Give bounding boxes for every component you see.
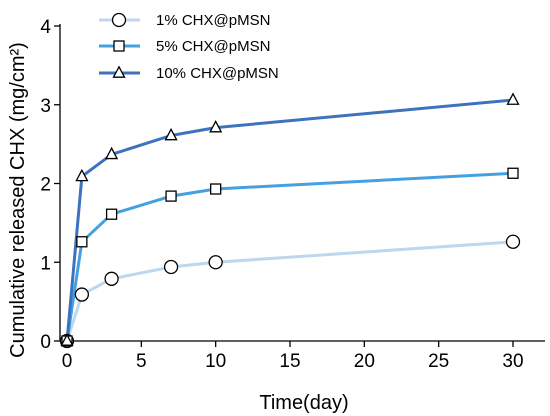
legend-label: 1% CHX@pMSN xyxy=(156,12,270,29)
series-3-point xyxy=(506,92,520,105)
series-2-point xyxy=(76,236,88,248)
series-2-point xyxy=(165,190,177,202)
x-axis-title: Time(day) xyxy=(259,392,348,414)
series-2-point xyxy=(210,183,222,195)
legend: 1% CHX@pMSN 5% CHX@pMSN 10% CHX@pMSN xyxy=(99,12,279,82)
series-3-point xyxy=(75,168,89,182)
series-2-point xyxy=(105,208,118,220)
series-line-2 xyxy=(65,171,514,342)
series-1-point xyxy=(74,287,90,302)
legend-marker xyxy=(111,12,127,28)
series-3-point xyxy=(209,119,223,133)
series-markers-layer xyxy=(59,92,521,349)
x-tick-label: 0 xyxy=(62,351,73,372)
legend-label: 10% CHX@pMSN xyxy=(156,65,279,82)
x-tick-label: 25 xyxy=(428,351,449,372)
x-tick-label: 30 xyxy=(502,351,523,372)
series-1-point xyxy=(208,255,223,270)
x-tick-label: 10 xyxy=(205,351,226,372)
y-axis-title: Cumulative released CHX (mg/cm²) xyxy=(7,42,29,358)
y-tick-label: 3 xyxy=(40,96,51,117)
y-tick-label: 0 xyxy=(40,332,51,353)
series-lines-layer xyxy=(65,98,514,342)
series-3-point xyxy=(164,127,178,141)
y-tick-label: 1 xyxy=(40,253,51,274)
legend-marker xyxy=(112,65,126,78)
series-3-point xyxy=(60,333,74,346)
ticks-layer: 0 5 10 15 20 25 30 0 1 2 3 4 xyxy=(40,17,523,372)
legend-label: 5% CHX@pMSN xyxy=(156,38,270,55)
y-tick-label: 2 xyxy=(40,175,51,196)
x-tick-label: 15 xyxy=(279,351,300,372)
series-2-point xyxy=(507,167,519,179)
series-3-point xyxy=(105,146,119,160)
y-tick-label: 4 xyxy=(40,17,51,38)
legend-marker xyxy=(113,40,125,52)
series-line-3 xyxy=(65,98,514,342)
series-1-point xyxy=(104,271,119,286)
series-line-1 xyxy=(65,240,514,342)
x-tick-label: 20 xyxy=(354,351,375,372)
x-tick-label: 5 xyxy=(136,351,147,372)
y-axis-title-group: Cumulative released CHX (mg/cm²) xyxy=(7,42,29,358)
series-1-point xyxy=(505,234,521,249)
series-1-point xyxy=(163,259,179,275)
